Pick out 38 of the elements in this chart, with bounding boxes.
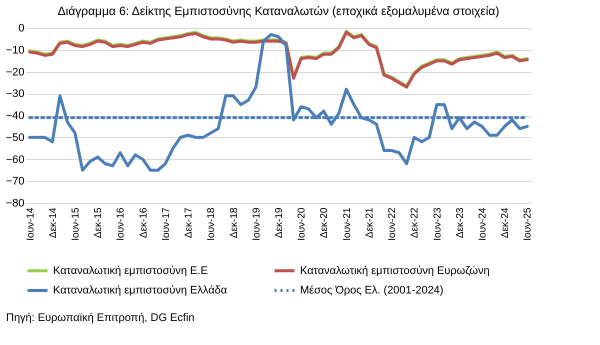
x-tick-label: Δεκ-15: [93, 207, 104, 238]
x-tick-label: Δεκ-16: [138, 207, 150, 238]
y-tick-label: −60: [6, 154, 24, 166]
y-tick-label: 0: [18, 22, 24, 34]
x-tick-label: Δεκ-23: [454, 207, 466, 238]
x-tick-label: Ιουν-16: [116, 207, 127, 241]
legend-label: Καταναλωτική εμπιστοσύνη Ε.Ε: [53, 264, 208, 277]
x-tick-label: Δεκ-24: [500, 207, 512, 238]
y-tick-label: −40: [6, 110, 24, 122]
x-tick-label: Ιουν-17: [160, 207, 172, 241]
y-tick-label: −80: [6, 198, 24, 210]
legend-label: Καταναλωτική εμπιστοσύνη Ευρωζώνη: [300, 264, 490, 277]
x-tick-label: Δεκ-14: [48, 207, 59, 238]
x-tick-label: Ιουν-19: [251, 207, 262, 241]
legend-label: Καταναλωτική εμπιστοσύνη Ελλάδα: [53, 284, 228, 296]
x-tick-label: Ιουν-20: [296, 207, 308, 241]
text: Πηγή: Ευρωπαϊκή Επιτροπή, DG Ecfin: [6, 312, 195, 324]
y-tick-label: −70: [6, 176, 24, 188]
y-tick-label: −30: [6, 88, 24, 100]
x-tick-label: Ιουν-15: [70, 207, 82, 241]
x-tick-label: Ιουν-18: [206, 207, 218, 241]
x-tick-label: Ιουν-22: [387, 207, 398, 241]
x-tick-label: Ιουν-24: [478, 207, 489, 241]
y-tick-label: −20: [6, 66, 24, 78]
x-tick-label: Ιουν-25: [522, 207, 534, 241]
x-tick-label: Δεκ-18: [228, 207, 240, 238]
x-tick-label: Δεκ-21: [364, 207, 376, 238]
legend-label: Μέσος Όρος Ελ. (2001-2024): [300, 284, 444, 296]
x-tick-label: Ιουν-21: [342, 207, 353, 241]
x-tick-label: Ιουν-14: [25, 207, 36, 241]
chart-title: Διάγραμμα 6: Δείκτης Εμπιστοσύνης Καταναλωτών (εποχικά εξομαλυμένα στοιχεία): [58, 4, 500, 18]
y-tick-label: −50: [6, 132, 24, 144]
x-tick-label: Δεκ-20: [319, 207, 330, 238]
y-tick-label: −10: [6, 44, 24, 56]
x-tick-label: Δεκ-17: [184, 207, 195, 238]
x-tick-label: Δεκ-19: [274, 207, 285, 238]
x-tick-label: Ιουν-23: [432, 207, 444, 241]
x-tick-label: Δεκ-22: [410, 207, 421, 238]
